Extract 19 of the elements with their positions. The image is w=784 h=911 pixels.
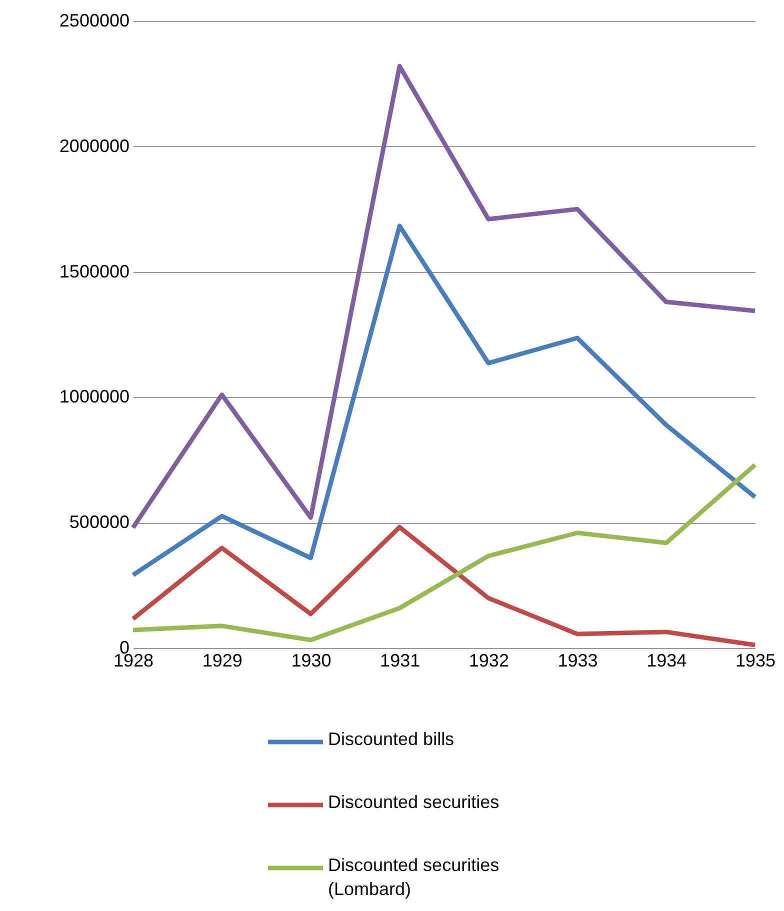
line-series: [130, 224, 758, 578]
y-tick-label: 2000000: [59, 136, 130, 156]
x-tick-label: 1930: [291, 650, 332, 670]
x-tick-label: 1931: [380, 650, 420, 670]
legend-label: Discounted bills: [328, 729, 454, 749]
legend-label: Discounted securities (Lombard): [328, 855, 500, 899]
line-series: [130, 64, 758, 530]
x-tick-label: 1934: [646, 650, 687, 670]
y-tick-label: 1000000: [59, 386, 130, 407]
legend-label: Discounted securities: [328, 792, 500, 812]
x-tick-label: 1935: [735, 650, 776, 670]
y-tick-label: 2500000: [59, 10, 130, 30]
line-series: [130, 524, 758, 648]
x-tick-label: 1929: [202, 650, 242, 670]
x-tick-label: 1933: [558, 650, 598, 670]
y-tick-label: 500000: [69, 512, 130, 532]
x-tick-label: 1932: [468, 650, 509, 670]
y-tick-label: 1500000: [59, 261, 130, 282]
line-series: [130, 462, 758, 642]
